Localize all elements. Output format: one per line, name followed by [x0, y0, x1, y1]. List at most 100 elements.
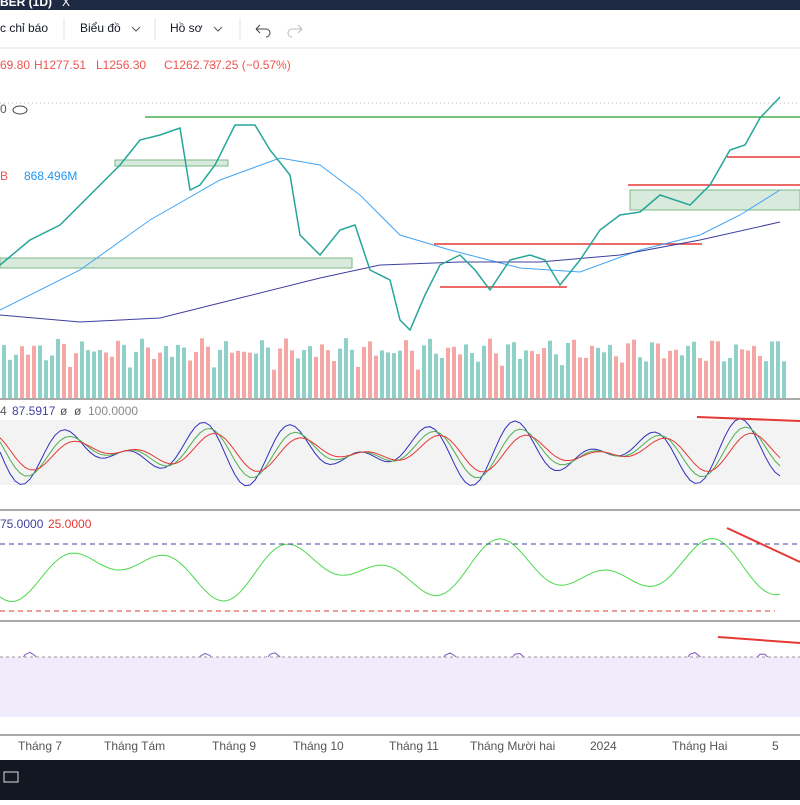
- volume-bar: [500, 365, 504, 398]
- symbol: BER (1D): [0, 0, 52, 9]
- ohlc-value: L1256.30: [96, 58, 146, 72]
- volume-bar: [350, 349, 354, 398]
- volume-bar: [548, 340, 552, 398]
- volume-bar: [374, 355, 378, 398]
- x-axis: Tháng 7 Tháng Tám Tháng 9 Tháng 10 Tháng 11 T…: [18, 739, 779, 753]
- ma50: [0, 157, 781, 311]
- volume-bar: [608, 344, 612, 398]
- volume-bar: [230, 352, 234, 398]
- volume-bar: [338, 348, 342, 398]
- volume-bar: [578, 357, 582, 398]
- volume-bar: [614, 356, 618, 398]
- x-label: Tháng 7: [18, 739, 62, 753]
- volume-bar: [380, 350, 384, 398]
- volume-bar: [368, 341, 372, 398]
- volume-bar: [626, 343, 630, 398]
- volume-bar: [290, 350, 294, 398]
- volume-bar: [26, 354, 30, 398]
- volume-bar: [416, 369, 420, 398]
- volume-bar: [518, 358, 522, 398]
- undo[interactable]: [255, 24, 271, 38]
- volume-bar: [272, 369, 276, 398]
- volume-bar: [110, 356, 114, 398]
- volume-bar: [254, 353, 258, 398]
- volume-bar: [710, 340, 714, 398]
- volume-bar: [722, 361, 726, 398]
- stoch-value: 87.5917: [12, 404, 56, 418]
- volume-bar: [770, 341, 774, 398]
- volume-bar: [470, 353, 474, 398]
- volume-bar: [464, 344, 468, 398]
- divergence: [696, 416, 800, 422]
- stoch-value: 4: [0, 404, 7, 418]
- indicators-btn[interactable]: c chỉ báo: [0, 21, 48, 35]
- volume-bar: [728, 357, 732, 398]
- zone: [629, 189, 800, 211]
- volume-bar: [260, 340, 264, 398]
- volume-bar: [776, 341, 780, 398]
- volume-bar: [440, 357, 444, 398]
- volume-bar: [476, 361, 480, 398]
- volume-bar: [734, 344, 738, 398]
- profile-btn[interactable]: Hồ sơ: [170, 21, 203, 35]
- volume-bar: [680, 355, 684, 398]
- eye-icon[interactable]: [12, 105, 28, 115]
- volume-bar: [746, 350, 750, 398]
- x-label: Tháng 10: [293, 739, 344, 753]
- zone: [114, 159, 229, 167]
- volume-bar: [602, 352, 606, 398]
- volume-bar: [164, 345, 168, 398]
- stoch-value: 100.0000: [88, 404, 138, 418]
- volume-bar: [686, 345, 690, 398]
- panel-icon[interactable]: [3, 771, 19, 783]
- ohlc-value: 69.80: [0, 58, 30, 72]
- volume-bar: [296, 358, 300, 398]
- volume-bar: [530, 350, 534, 398]
- close-tab[interactable]: X: [62, 0, 70, 9]
- volume-bar: [284, 338, 288, 398]
- ohlc-value: −7.25 (−0.57%): [208, 58, 291, 72]
- chart-btn[interactable]: Biểu đồ: [80, 21, 121, 35]
- volume-bar: [212, 367, 216, 398]
- volume-bar: [326, 350, 330, 398]
- volume-bar: [14, 354, 18, 398]
- x-label: 2024: [590, 739, 617, 753]
- volume-bar: [632, 339, 636, 398]
- volume-label: B: [0, 169, 8, 183]
- redo[interactable]: [287, 24, 303, 38]
- stoch-s: [0, 432, 781, 473]
- volume-bar: [782, 361, 786, 398]
- volume-bar: [494, 353, 498, 398]
- stoch-legend: 4 87.5917 ø ø 100.0000: [0, 404, 138, 418]
- volume-bar: [170, 356, 174, 398]
- stoch-k: [0, 418, 781, 487]
- volume-bar: [62, 343, 66, 398]
- volume-bar: [194, 351, 198, 398]
- stoch-value: ø: [74, 404, 82, 418]
- volume-bar: [146, 347, 150, 398]
- volume-bar: [362, 346, 366, 398]
- volume-bar: [134, 351, 138, 398]
- volume-bar: [332, 361, 336, 398]
- ohlc-value: C1262.73: [164, 58, 216, 72]
- volume-bar: [620, 362, 624, 398]
- stoch-band: [0, 420, 800, 485]
- volume-bar: [422, 345, 426, 398]
- volume-bar: [320, 344, 324, 398]
- x-label: 5: [772, 739, 779, 753]
- rsi-band: [0, 657, 800, 717]
- price: [0, 96, 781, 332]
- volume-bar: [554, 354, 558, 398]
- volume-bar: [122, 344, 126, 398]
- volume-value: 868.496M: [24, 169, 77, 183]
- volume-bar: [188, 360, 192, 398]
- volume-bar: [104, 352, 108, 398]
- volume-bar: [278, 348, 282, 398]
- volume-bar: [674, 349, 678, 398]
- volume-bar: [344, 338, 348, 398]
- volume-bar: [218, 349, 222, 398]
- volume-bars: [2, 338, 786, 398]
- volume-bar: [356, 366, 360, 398]
- volume-bar: [98, 349, 102, 398]
